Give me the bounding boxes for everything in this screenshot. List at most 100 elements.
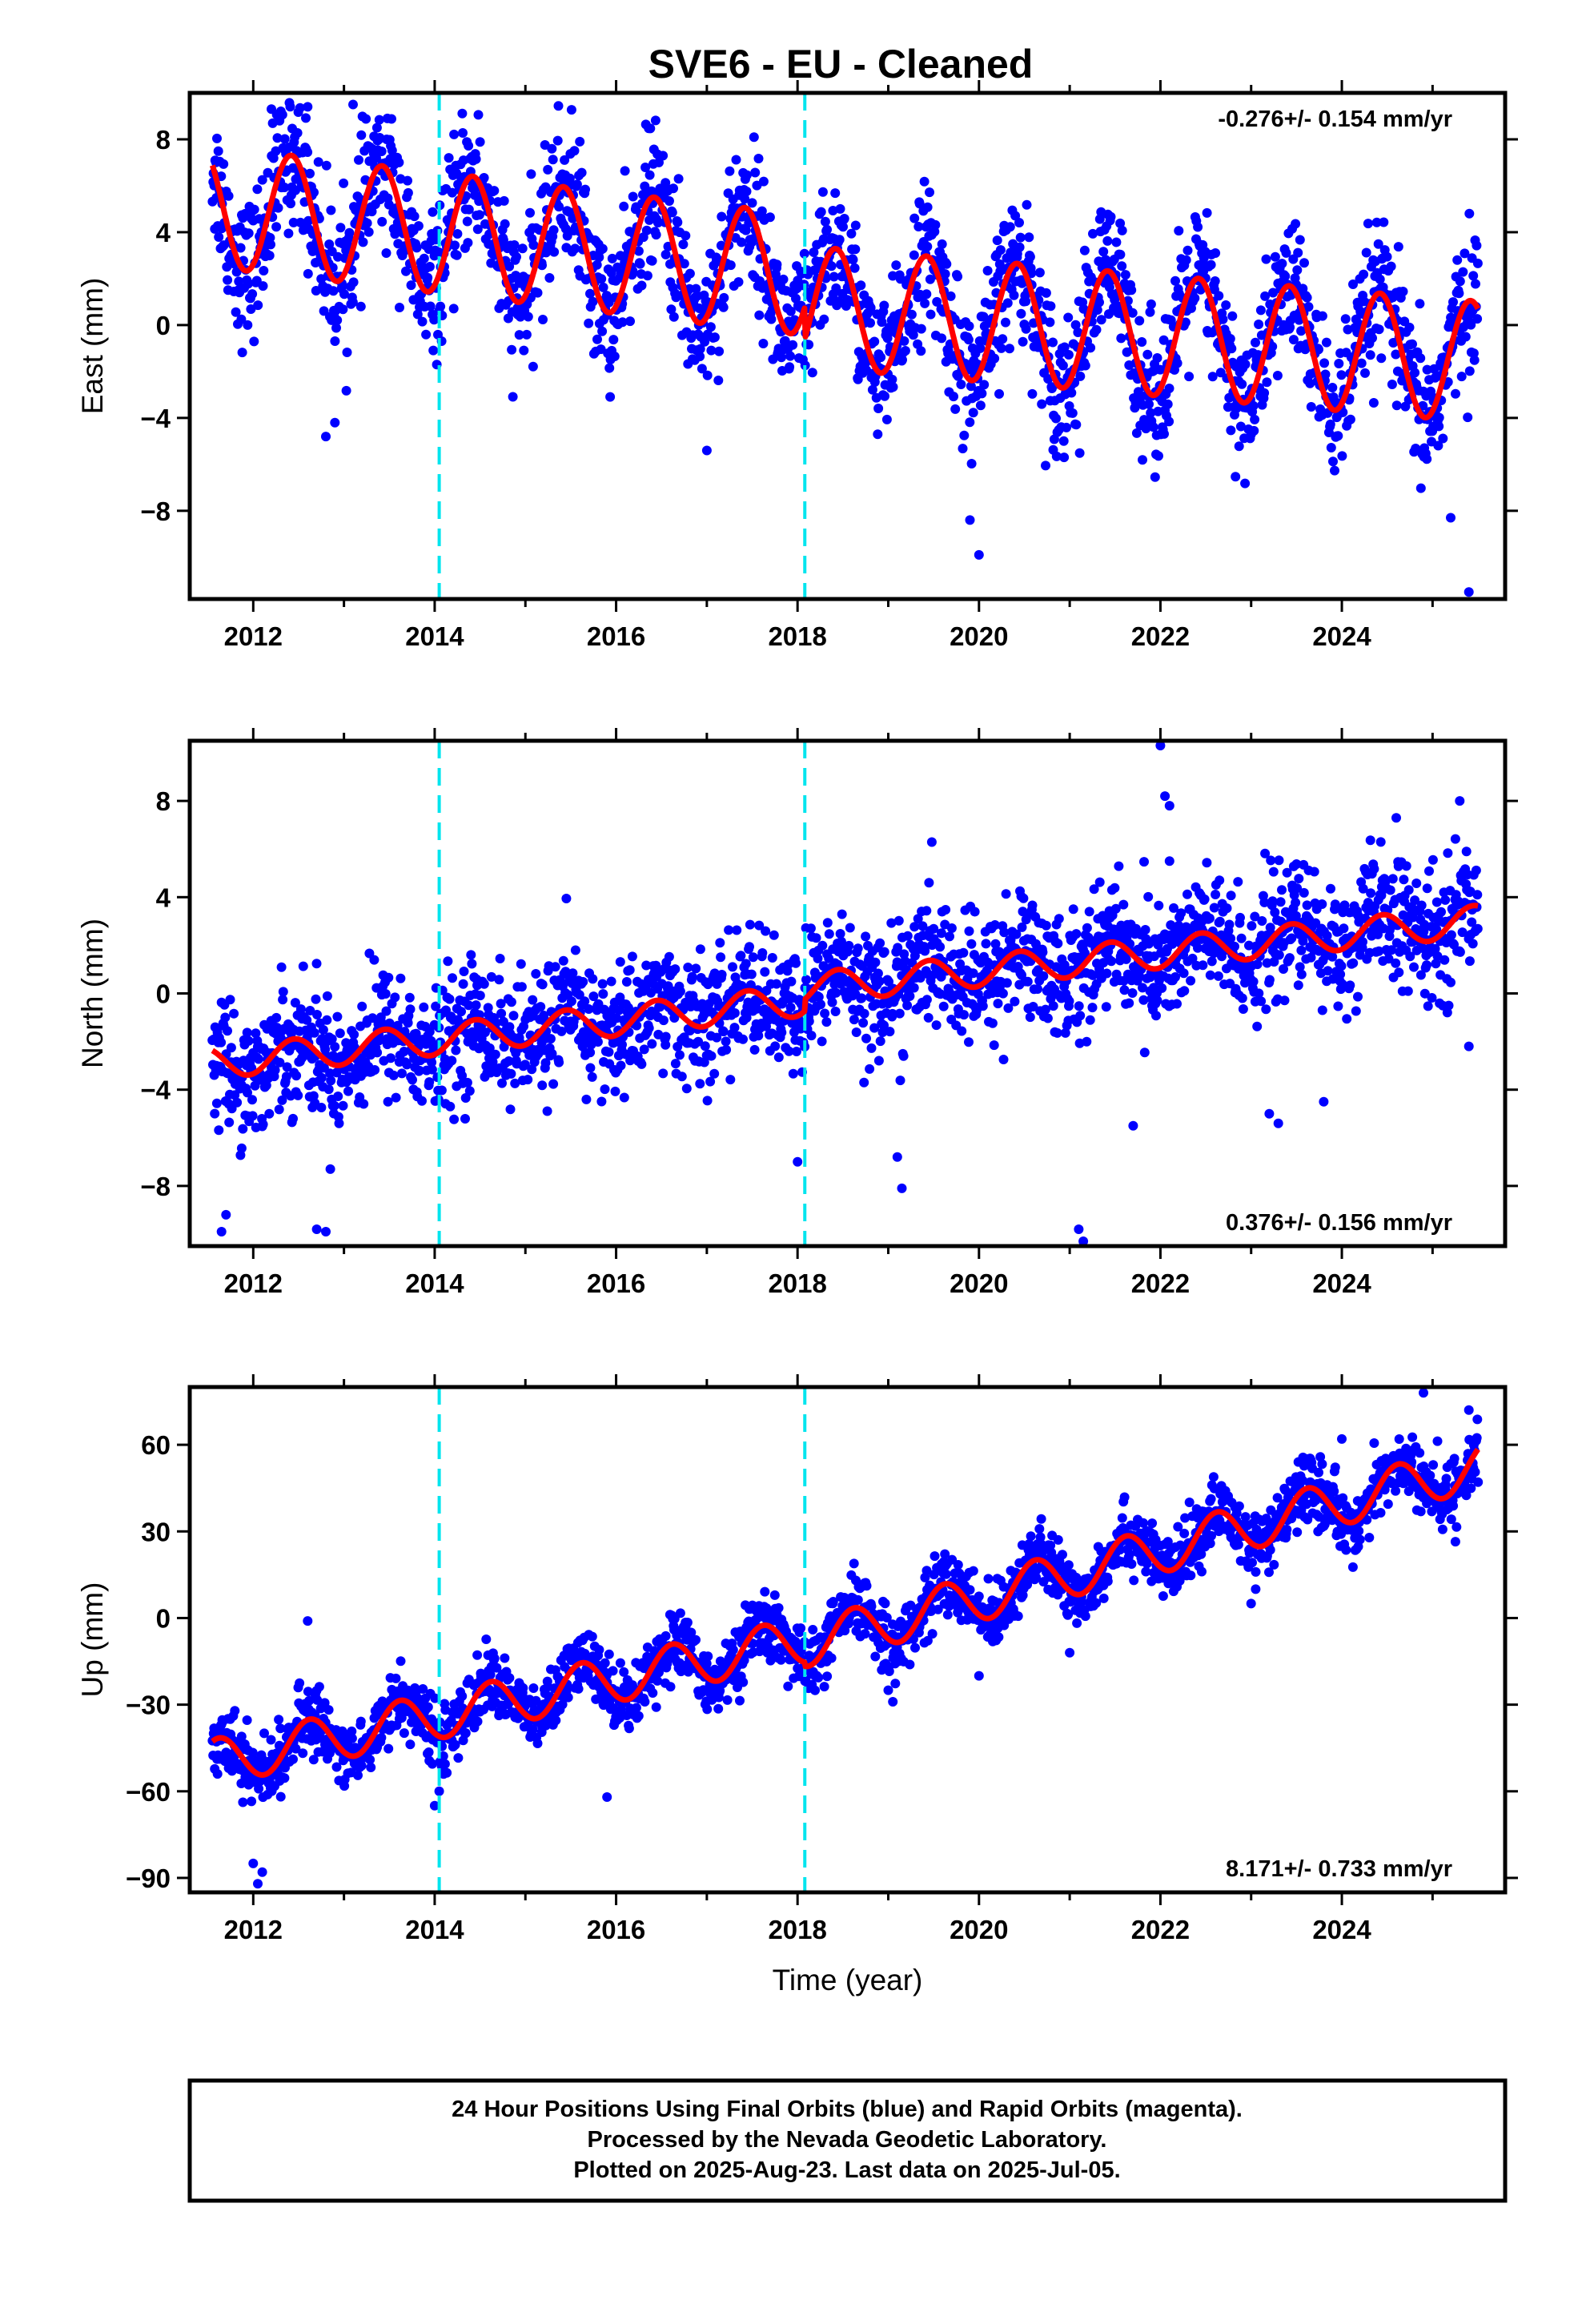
data-point [758, 339, 769, 348]
data-point [1360, 368, 1370, 378]
data-point [925, 187, 934, 198]
data-point [995, 245, 1006, 255]
x-tick-label: 2024 [1312, 1269, 1371, 1298]
data-point [569, 146, 580, 156]
data-point [1391, 400, 1402, 411]
data-point [1326, 443, 1336, 452]
data-point [264, 1108, 275, 1119]
data-point [210, 1108, 220, 1119]
data-point [335, 223, 346, 233]
data-point [357, 1001, 367, 1011]
data-point [1368, 398, 1379, 408]
data-point [1262, 377, 1272, 388]
data-point [1328, 456, 1338, 467]
data-point [460, 1114, 470, 1124]
data-point [830, 188, 841, 199]
data-point [1211, 248, 1221, 258]
y-tick-label: 0 [156, 311, 171, 340]
data-point [316, 1072, 327, 1083]
data-point [822, 918, 833, 928]
data-point [849, 263, 860, 273]
data-point [788, 340, 798, 350]
data-point [363, 227, 374, 237]
data-point [1415, 353, 1426, 364]
data-point [412, 243, 422, 253]
data-point [702, 370, 713, 380]
data-point [1342, 1014, 1352, 1024]
data-point [725, 1075, 736, 1085]
x-tick-label: 2012 [224, 621, 283, 651]
data-point [673, 217, 683, 227]
data-point [615, 957, 625, 967]
data-point [312, 1010, 322, 1019]
data-point [811, 933, 821, 943]
x-tick-label: 2016 [587, 621, 645, 651]
data-point [916, 324, 926, 334]
data-point [406, 280, 416, 291]
data-point [597, 326, 608, 336]
data-point [636, 1059, 647, 1069]
data-point [716, 240, 726, 251]
data-point [1249, 425, 1259, 436]
data-point [1365, 835, 1375, 846]
data-point [899, 336, 909, 346]
data-point [1359, 269, 1369, 279]
data-point [1051, 413, 1061, 424]
data-point [396, 973, 406, 983]
data-point [1394, 967, 1404, 978]
data-point [1148, 422, 1158, 432]
y-tick-label: 8 [156, 125, 171, 155]
data-point [705, 322, 716, 332]
data-point [452, 229, 463, 239]
data-point [413, 221, 424, 231]
data-point [1458, 267, 1468, 277]
data-point [900, 346, 910, 356]
data-point [253, 300, 263, 311]
data-point [1345, 980, 1355, 991]
data-point [716, 952, 726, 963]
data-point [605, 392, 616, 402]
data-point [666, 304, 677, 315]
data-point [661, 1031, 671, 1042]
data-point [1337, 451, 1347, 461]
data-point [519, 345, 529, 356]
data-point [909, 250, 919, 260]
outlier-point [303, 102, 313, 112]
data-point [805, 923, 816, 934]
data-point [1071, 929, 1082, 939]
data-point [390, 992, 400, 1003]
data-point [1299, 887, 1309, 898]
data-point [848, 255, 858, 265]
data-point [998, 988, 1008, 999]
data-point [981, 939, 991, 949]
data-point [1261, 1004, 1271, 1015]
data-point [700, 1041, 710, 1051]
data-point [938, 1001, 949, 1011]
data-point [1345, 414, 1355, 424]
data-point [1280, 271, 1291, 281]
data-point [919, 176, 930, 187]
data-point [728, 962, 737, 972]
data-point [580, 184, 590, 195]
data-point [1446, 977, 1456, 987]
data-point [1403, 885, 1414, 895]
data-point [1227, 344, 1237, 354]
data-point [243, 279, 253, 289]
data-point [311, 959, 322, 969]
data-point [220, 1012, 231, 1023]
x-tick-label: 2012 [224, 1269, 283, 1298]
data-point [869, 336, 880, 347]
data-point [1193, 222, 1203, 232]
data-point [212, 1769, 223, 1779]
data-point [547, 143, 557, 154]
data-point [1326, 883, 1335, 894]
data-point [926, 837, 937, 847]
data-point [309, 187, 319, 198]
data-point [970, 907, 980, 917]
data-point [766, 314, 777, 324]
data-point [982, 266, 993, 275]
data-point [532, 287, 543, 298]
data-point [859, 1077, 869, 1088]
data-point [879, 947, 889, 957]
data-point [1157, 983, 1167, 993]
